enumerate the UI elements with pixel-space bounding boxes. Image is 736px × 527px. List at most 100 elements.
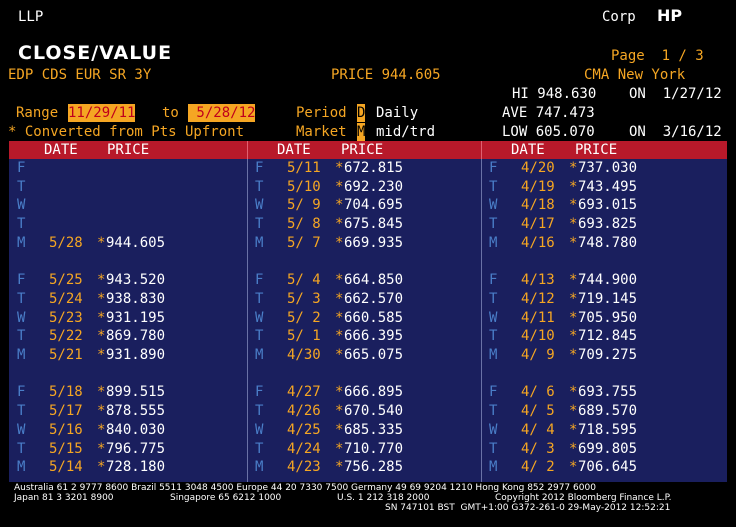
market-sector: Corp	[602, 9, 636, 25]
market-code-field[interactable]: M	[357, 123, 366, 141]
row-price: 699.805	[578, 441, 638, 457]
converted-marker: *	[97, 347, 106, 363]
footer-phones-us: U.S. 1 212 318 2000	[337, 493, 430, 503]
row-price: 796.775	[106, 441, 166, 457]
row-price: 693.755	[578, 384, 638, 400]
row-price: 675.845	[344, 216, 404, 232]
day-of-week: F	[255, 160, 264, 176]
day-of-week: T	[17, 328, 26, 344]
col2-date-header: DATE	[277, 142, 311, 158]
row-date: 4/ 4	[521, 422, 555, 438]
ticker: LLP	[18, 9, 44, 25]
row-date: 4/27	[287, 384, 321, 400]
row-date: 4/11	[521, 310, 555, 326]
row-price: 938.830	[106, 291, 166, 307]
period-code-field[interactable]: D	[357, 104, 366, 122]
function-code[interactable]: HP	[657, 6, 683, 25]
converted-marker: *	[569, 441, 578, 457]
low-value: LOW 605.070	[502, 124, 595, 140]
day-of-week: W	[489, 422, 498, 438]
row-price: 944.605	[106, 235, 166, 251]
row-price: 660.585	[344, 310, 404, 326]
col3-price-header: PRICE	[575, 142, 618, 158]
converted-marker: *	[335, 328, 344, 344]
converted-marker: *	[335, 310, 344, 326]
range-end-field[interactable]: 5/28/12	[188, 104, 256, 122]
day-of-week: W	[17, 422, 26, 438]
converted-marker: *	[569, 216, 578, 232]
day-of-week: W	[17, 310, 26, 326]
row-price: 748.780	[578, 235, 638, 251]
market-label: Market	[296, 124, 347, 140]
row-date: 5/ 1	[287, 328, 321, 344]
converted-marker: *	[335, 197, 344, 213]
day-of-week: W	[489, 197, 498, 213]
row-date: 4/25	[287, 422, 321, 438]
security-name: EDP CDS EUR SR 3Y	[8, 67, 152, 83]
row-price: 728.180	[106, 459, 166, 475]
period-label: Period	[296, 105, 347, 121]
day-of-week: M	[255, 235, 264, 251]
row-date: 5/14	[49, 459, 83, 475]
day-of-week: M	[255, 347, 264, 363]
day-of-week: T	[489, 291, 498, 307]
row-price: 943.520	[106, 272, 166, 288]
row-price: 664.850	[344, 272, 404, 288]
day-of-week: W	[255, 310, 264, 326]
row-date: 5/ 2	[287, 310, 321, 326]
converted-marker: *	[335, 179, 344, 195]
row-date: 4/17	[521, 216, 555, 232]
hi-value: HI 948.630	[512, 86, 597, 102]
row-date: 5/16	[49, 422, 83, 438]
day-of-week: T	[255, 328, 264, 344]
row-price: 718.595	[578, 422, 638, 438]
price-table: DATE PRICE DATE PRICE DATE PRICE F T W T M 5/…	[9, 141, 727, 482]
converted-marker: *	[569, 403, 578, 419]
row-price: 705.950	[578, 310, 638, 326]
row-date: 4/ 3	[521, 441, 555, 457]
row-price: 743.495	[578, 179, 638, 195]
range-start-field[interactable]: 11/29/11	[68, 104, 136, 122]
converted-marker: *	[335, 441, 344, 457]
row-date: 4/19	[521, 179, 555, 195]
day-of-week: T	[489, 216, 498, 232]
footer-phones-singapore: Singapore 65 6212 1000	[170, 493, 282, 503]
row-price: 662.570	[344, 291, 404, 307]
table-header-bar	[9, 141, 727, 159]
row-price: 710.770	[344, 441, 404, 457]
converted-marker: *	[569, 179, 578, 195]
day-of-week: T	[255, 216, 264, 232]
day-of-week: T	[255, 179, 264, 195]
day-of-week: T	[489, 441, 498, 457]
converted-marker: *	[335, 272, 344, 288]
row-price: 666.395	[344, 328, 404, 344]
day-of-week: M	[489, 459, 498, 475]
row-price: 693.015	[578, 197, 638, 213]
day-of-week: F	[489, 272, 498, 288]
row-price: 709.275	[578, 347, 638, 363]
converted-marker: *	[569, 272, 578, 288]
to-label: to	[162, 105, 179, 121]
day-of-week: T	[17, 441, 26, 457]
day-of-week: M	[17, 347, 26, 363]
row-date: 5/22	[49, 328, 83, 344]
row-price: 840.030	[106, 422, 166, 438]
day-of-week: T	[17, 179, 26, 195]
row-price: 712.845	[578, 328, 638, 344]
row-date: 5/ 8	[287, 216, 321, 232]
col1-date-header: DATE	[44, 142, 78, 158]
converted-marker: *	[335, 459, 344, 475]
day-of-week: F	[489, 160, 498, 176]
converted-marker: *	[97, 422, 106, 438]
row-date: 5/ 7	[287, 235, 321, 251]
row-price: 689.570	[578, 403, 638, 419]
converted-marker: *	[335, 403, 344, 419]
day-of-week: M	[17, 235, 26, 251]
row-price: 704.695	[344, 197, 404, 213]
row-date: 5/17	[49, 403, 83, 419]
day-of-week: W	[17, 197, 26, 213]
converted-marker: *	[569, 310, 578, 326]
footer-session-info: SN 747101 BST GMT+1:00 G372-261-0 29-May…	[385, 503, 671, 513]
row-date: 4/16	[521, 235, 555, 251]
row-date: 4/ 9	[521, 347, 555, 363]
